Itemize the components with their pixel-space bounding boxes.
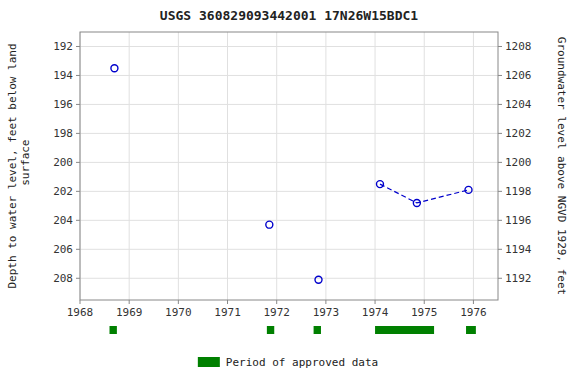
grid-line [80,104,498,105]
grid-line [424,32,425,300]
tick [375,300,376,304]
tick-label: 208 [53,272,73,285]
tick-label: 206 [53,243,73,256]
grid-line [276,32,277,300]
tick [76,75,80,76]
label-line: surface [19,140,32,193]
tick-label: 1202 [505,127,532,140]
tick-label: 1204 [505,98,532,111]
approved-period [375,326,434,334]
tick-label: 1194 [505,243,532,256]
grid-line [80,75,498,76]
tick-label: 1968 [67,306,94,319]
tick-label: 1969 [116,306,143,319]
approved-period [267,326,274,334]
approved-period [314,326,321,334]
tick-label: 1972 [263,306,290,319]
tick-label: 202 [53,185,73,198]
grid-line [129,32,130,300]
tick [76,249,80,250]
tick [80,300,81,304]
grid-line [80,249,498,250]
grid-line [80,162,498,163]
tick [76,191,80,192]
grid-line [227,32,228,300]
tick-label: 1206 [505,69,532,82]
grid-line [80,278,498,279]
grid-line [473,32,474,300]
tick [498,191,502,192]
tick [76,220,80,221]
tick [76,133,80,134]
tick-label: 1971 [214,306,241,319]
tick-label: 1200 [505,156,532,169]
ticks: 1968 1969 1970 1971 1972 1973 1974 1975 1976 192 1… [53,40,532,319]
tick [227,300,228,304]
tick-label: 196 [53,98,73,111]
tick [76,162,80,163]
tick [76,278,80,279]
tick [498,46,502,47]
marks [111,65,472,284]
approved-period [466,326,476,334]
grid-line [80,191,498,192]
point [266,221,273,228]
legend-label: Period of approved data [226,356,378,369]
tick [76,46,80,47]
y-axis-label: Depth to water level, feet below land su… [6,43,32,288]
approved-period [110,326,117,334]
tick-label: 1975 [411,306,438,319]
tick-label: 1970 [165,306,192,319]
tick [498,162,502,163]
tick-label: 1198 [505,185,532,198]
tick [76,104,80,105]
tick [473,300,474,304]
tick-label: 1192 [505,272,532,285]
tick [129,300,130,304]
grid-line [80,46,498,47]
grid-line [178,32,179,300]
legend-swatch [198,357,220,367]
tick-label: 1973 [313,306,340,319]
title: USGS 360829093442001 17N26W15BDC1 [160,8,418,23]
tick-label: 204 [53,214,73,227]
approved-periods [110,326,476,334]
tick [498,278,502,279]
y2-axis-label: Groundwater level above NGVD 1929, feet [555,37,568,295]
grid-line [80,220,498,221]
tick [498,133,502,134]
tick [178,300,179,304]
point [111,65,118,72]
tick-label: 1208 [505,40,532,53]
label-line: Depth to water level, feet below land [6,43,19,288]
grid-line [375,32,376,300]
grid-line [80,133,498,134]
tick [498,104,502,105]
point [315,276,322,283]
tick [498,249,502,250]
tick [276,300,277,304]
tick [424,300,425,304]
plot-frame [80,32,498,300]
grid [80,32,498,300]
tick-label: 1196 [505,214,532,227]
tick-label: 198 [53,127,73,140]
tick [498,75,502,76]
tick-label: 1976 [460,306,487,319]
tick-label: 1974 [362,306,389,319]
chart: 1968 1969 1970 1971 1972 1973 1974 1975 1976 192 1… [0,0,576,384]
grid-line [325,32,326,300]
tick [498,220,502,221]
tick-label: 194 [53,69,73,82]
line [380,184,469,203]
legend: Period of approved data [198,356,378,369]
tick-label: 192 [53,40,73,53]
tick [325,300,326,304]
tick-label: 200 [53,156,73,169]
